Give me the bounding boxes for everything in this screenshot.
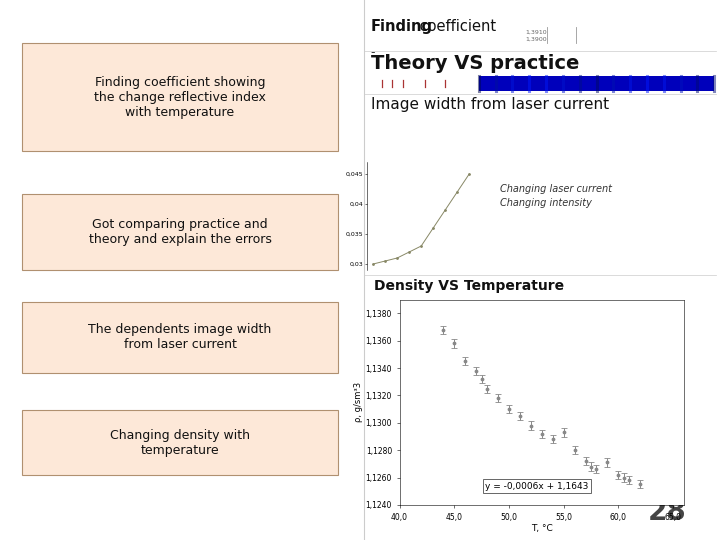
Text: y = -0,0006x + 1,1643: y = -0,0006x + 1,1643 xyxy=(485,482,588,490)
FancyBboxPatch shape xyxy=(479,76,714,91)
Point xyxy=(476,375,487,383)
Point xyxy=(618,473,629,482)
Text: coefficient: coefficient xyxy=(415,19,497,34)
Point xyxy=(569,446,580,455)
Text: Finding coefficient showing
the change reflective index
with temperature: Finding coefficient showing the change r… xyxy=(94,76,266,119)
Point xyxy=(438,326,449,334)
Point xyxy=(580,457,591,465)
Point xyxy=(514,411,526,420)
Point xyxy=(585,462,597,471)
Text: 24: 24 xyxy=(628,496,639,505)
Text: Changing density with
temperature: Changing density with temperature xyxy=(110,429,250,457)
Point xyxy=(634,480,646,489)
Text: Theory VS practice: Theory VS practice xyxy=(371,54,579,73)
FancyBboxPatch shape xyxy=(22,302,338,373)
Point xyxy=(470,367,482,375)
Text: -: - xyxy=(371,46,375,59)
Point xyxy=(503,405,515,414)
FancyBboxPatch shape xyxy=(22,43,338,151)
Point xyxy=(525,421,536,430)
Text: 1,3900: 1,3900 xyxy=(526,36,547,42)
Point xyxy=(482,384,493,393)
Point xyxy=(536,429,548,438)
Text: Finding: Finding xyxy=(371,19,433,34)
Point xyxy=(459,357,471,366)
Point xyxy=(492,394,504,402)
Text: The dependents image width
from laser current: The dependents image width from laser cu… xyxy=(89,323,271,352)
Text: Changing intensity: Changing intensity xyxy=(500,198,593,207)
Y-axis label: ρ, g/sm³3: ρ, g/sm³3 xyxy=(354,382,363,422)
Point xyxy=(558,428,570,437)
Text: Density VS Temperature: Density VS Temperature xyxy=(374,279,564,293)
FancyBboxPatch shape xyxy=(22,410,338,475)
Text: Changing laser current: Changing laser current xyxy=(500,184,613,194)
Text: Image width from laser current: Image width from laser current xyxy=(371,97,609,112)
X-axis label: T, °C: T, °C xyxy=(531,524,553,534)
Text: 28: 28 xyxy=(648,498,687,526)
Text: 1,3910: 1,3910 xyxy=(526,30,547,35)
FancyBboxPatch shape xyxy=(22,194,338,270)
Text: Got comparing practice and
theory and explain the errors: Got comparing practice and theory and ex… xyxy=(89,218,271,246)
Point xyxy=(547,435,559,443)
Point xyxy=(449,339,460,348)
Point xyxy=(590,465,602,474)
Point xyxy=(613,470,624,479)
Point xyxy=(624,476,635,484)
Point xyxy=(602,458,613,467)
